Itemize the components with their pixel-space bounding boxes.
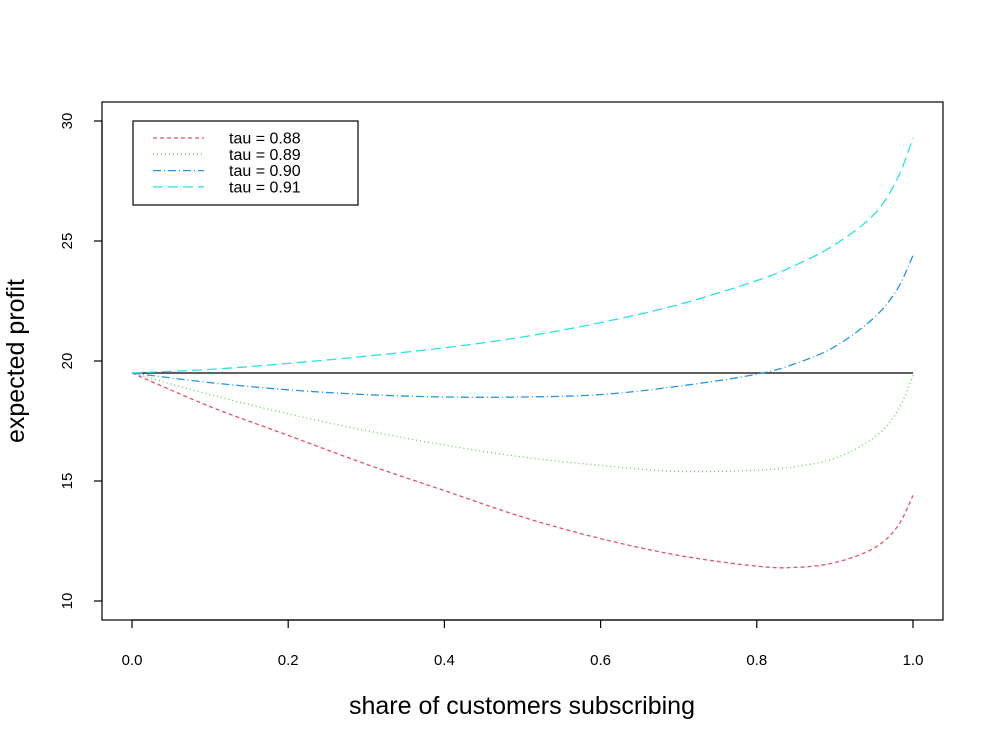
- series-line-1: [131, 372, 914, 569]
- x-tick-label: 0.8: [746, 652, 767, 669]
- y-tick-label: 25: [59, 233, 76, 250]
- y-ticks: 10 15 20 25 30: [59, 113, 102, 610]
- legend-label: tau = 0.90: [229, 163, 301, 180]
- x-tick-label: 0.2: [278, 652, 299, 669]
- y-axis-title: expected profit: [2, 279, 30, 443]
- x-tick-label: 0.0: [122, 652, 143, 669]
- y-tick-label: 10: [59, 593, 76, 610]
- series-line-3: [131, 255, 914, 398]
- x-tick-label: 0.6: [590, 652, 611, 669]
- series-layer: [131, 137, 914, 569]
- x-ticks: 0.0 0.2 0.4 0.6 0.8 1.0: [122, 620, 924, 669]
- legend-label: tau = 0.91: [229, 179, 301, 196]
- series-line-2: [131, 372, 914, 473]
- x-tick-label: 0.4: [434, 652, 455, 669]
- legend-box: [132, 120, 359, 206]
- y-tick-label: 30: [59, 113, 76, 130]
- series-line-4: [131, 137, 914, 374]
- legend-label: tau = 0.89: [229, 147, 301, 164]
- x-tick-label: 1.0: [903, 652, 924, 669]
- y-tick-label: 15: [59, 473, 76, 490]
- y-tick-label: 20: [59, 353, 76, 370]
- legend-label: tau = 0.88: [229, 131, 301, 148]
- x-axis-title: share of customers subscribing: [349, 692, 695, 720]
